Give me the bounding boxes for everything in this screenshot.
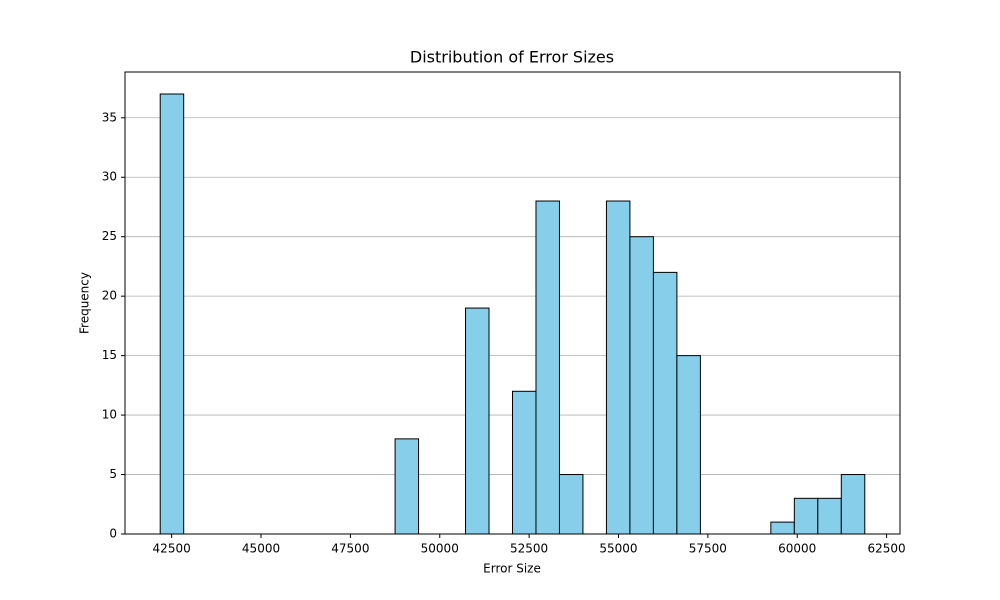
chart-title: Distribution of Error Sizes — [410, 48, 614, 67]
x-tick-label: 50000 — [421, 542, 459, 556]
x-tick-label: 47500 — [331, 542, 369, 556]
y-tick-label: 15 — [102, 348, 117, 362]
y-tick-label: 30 — [102, 170, 117, 184]
x-tick-label: 45000 — [242, 542, 280, 556]
bar — [652, 271, 678, 535]
bar — [465, 307, 490, 535]
x-tick-label: 55000 — [599, 542, 637, 556]
y-tick-label: 35 — [102, 110, 117, 124]
bar — [840, 474, 866, 535]
y-tick-label: 25 — [102, 229, 117, 243]
x-tick-label: 57500 — [689, 542, 727, 556]
bar — [558, 474, 584, 535]
x-tick-label: 60000 — [778, 542, 816, 556]
bar — [676, 355, 701, 535]
x-tick-label: 52500 — [510, 542, 548, 556]
y-tick-label: 10 — [102, 408, 117, 422]
bar — [512, 390, 537, 535]
y-tick-label: 0 — [109, 527, 117, 541]
x-tick-label: 62500 — [868, 542, 906, 556]
plot-frame — [124, 71, 901, 535]
bar — [159, 93, 185, 535]
y-tick-label: 20 — [102, 289, 117, 303]
x-tick-label: 42500 — [153, 542, 191, 556]
bar — [817, 497, 842, 535]
y-tick-label: 5 — [109, 467, 117, 481]
bar — [770, 521, 795, 535]
bar — [793, 497, 819, 535]
y-axis-label: Frequency — [78, 272, 92, 334]
bar — [394, 438, 420, 535]
bar — [605, 200, 631, 535]
bar — [629, 236, 654, 535]
x-axis-label: Error Size — [483, 562, 541, 576]
bar — [535, 200, 560, 535]
